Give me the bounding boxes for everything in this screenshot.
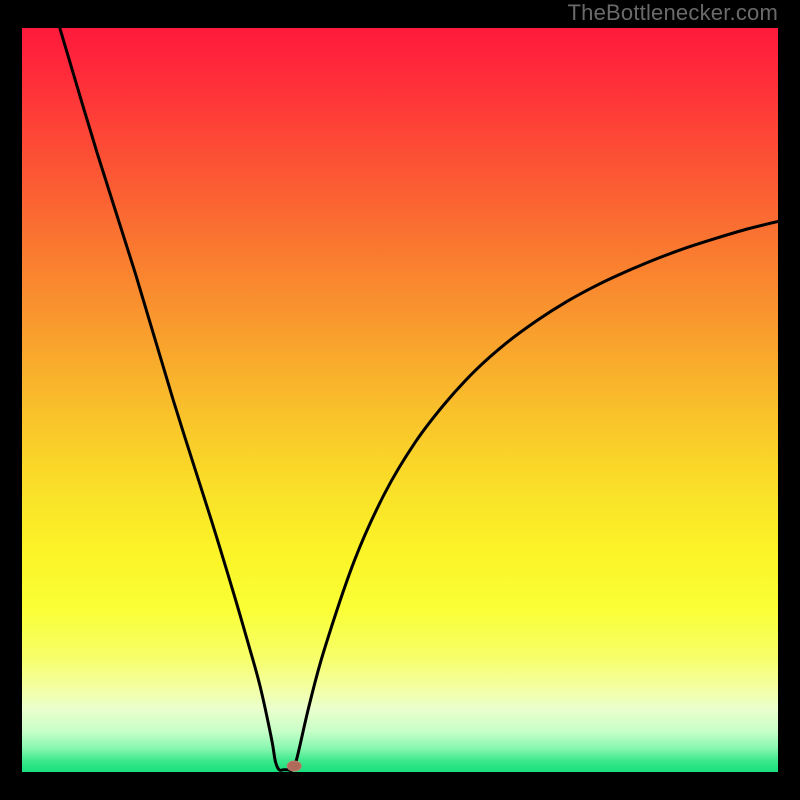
chart-container: TheBottlenecker.com (0, 0, 800, 800)
watermark-text: TheBottlenecker.com (568, 0, 778, 26)
minimum-marker (287, 761, 301, 771)
bottleneck-curve (60, 28, 778, 771)
plot-area (22, 28, 778, 772)
curve-layer (22, 28, 778, 772)
